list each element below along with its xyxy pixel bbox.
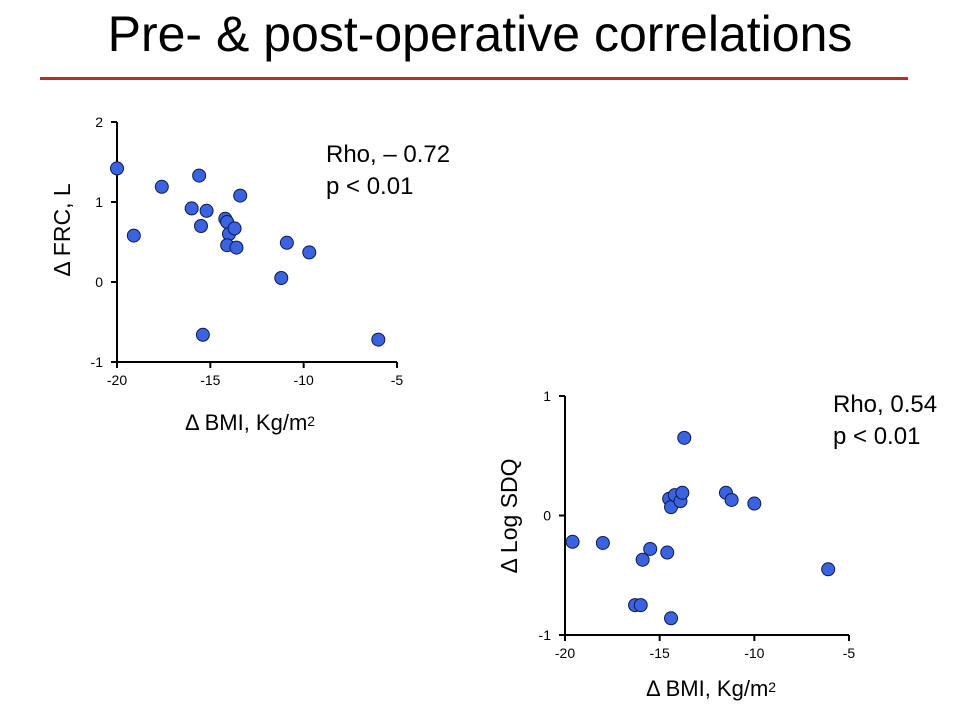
chart1-annotation-line: Rho, – 0.72 — [326, 141, 450, 168]
chart2-data-point — [724, 492, 739, 507]
chart1-data-point — [302, 245, 317, 260]
chart2-data-point — [643, 541, 658, 556]
chart2-x-tick-label: -10 — [744, 645, 764, 661]
chart2-data-point — [565, 534, 580, 549]
chart2-y-axis-label: Δ Log SDQ — [496, 458, 522, 573]
chart1-x-axis-label: Δ BMI, Kg/m2 — [185, 410, 316, 435]
chart2-data-point — [660, 545, 675, 560]
chart1-data-point — [279, 235, 294, 250]
chart2-data-point — [747, 496, 762, 511]
chart1-data-point — [229, 240, 244, 255]
chart2-data-point — [633, 598, 648, 613]
chart1-data-point — [126, 228, 141, 243]
chart2-y-tick-label: 1 — [543, 388, 551, 404]
chart1-data-point — [192, 168, 207, 183]
chart1-x-tick-label: -15 — [200, 372, 220, 388]
chart1-data-point — [233, 188, 248, 203]
chart2-data-point — [635, 552, 650, 567]
chart1-data-point — [195, 327, 210, 342]
chart2-data-point — [677, 430, 692, 445]
chart2-data-point — [675, 485, 690, 500]
chart1-data-point — [110, 161, 124, 176]
chart2-x-tick-label: -15 — [650, 645, 670, 661]
chart1-x-tick-label: -20 — [107, 372, 127, 388]
chart1-data-point — [371, 332, 386, 347]
chart1-y-tick-label: 0 — [95, 274, 103, 290]
title-underline — [40, 77, 908, 80]
chart2-data-point — [595, 535, 610, 550]
chart2-data-point — [821, 562, 836, 577]
chart1-y-tick-label: 1 — [95, 194, 103, 210]
chart1-annotation-line: p < 0.01 — [326, 173, 413, 200]
chart1-y-tick-label: -1 — [91, 354, 104, 370]
chart1-data-point — [227, 221, 242, 236]
chart2-x-tick-label: -5 — [843, 645, 856, 661]
chart2-annotation-line: Rho, 0.54 — [833, 391, 937, 418]
chart1-data-point — [194, 219, 208, 233]
chart1-x-tick-label: -10 — [294, 372, 314, 388]
chart2-y-tick-label: 0 — [543, 508, 551, 524]
chart1-data-point — [154, 179, 169, 194]
chart1-y-axis-label: Δ FRC, L — [49, 183, 75, 277]
page-title: Pre- & post-operative correlations — [107, 6, 853, 62]
chart2-y-tick-label: -1 — [539, 627, 552, 643]
chart2-data-point — [664, 611, 679, 626]
chart1-x-tick-label: -5 — [391, 372, 404, 388]
chart1-y-tick-label: 2 — [95, 114, 103, 130]
chart2-x-axis-label: Δ BMI, Kg/m2 — [646, 676, 777, 701]
chart2-annotation-line: p < 0.01 — [833, 423, 920, 450]
chart1-data-point — [199, 203, 214, 218]
chart2-x-tick-label: -20 — [555, 645, 575, 661]
chart1-data-point — [274, 271, 289, 285]
chart1-data-point — [184, 201, 199, 216]
